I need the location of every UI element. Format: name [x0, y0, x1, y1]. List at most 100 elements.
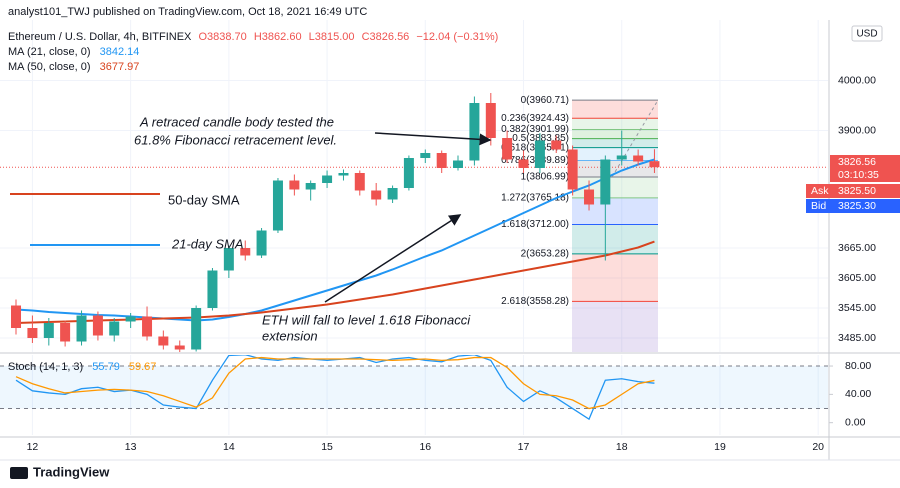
candle-body — [11, 305, 22, 328]
candle-body — [289, 180, 300, 190]
candle-body — [469, 103, 480, 161]
footer-brand[interactable]: TradingView — [33, 464, 110, 479]
symbol: Ethereum / U.S. Dollar, 4h, BITFINEX — [8, 31, 192, 43]
ohlc-low: L3815.00 — [309, 31, 355, 43]
ohlc-change: −12.04 (−0.31%) — [416, 31, 498, 43]
x-tick-label: 14 — [223, 441, 235, 453]
stoch-k-value: 55.79 — [92, 361, 120, 373]
currency: USD — [856, 29, 877, 40]
annotation-sma50: 50-day SMA — [168, 192, 240, 207]
ma21-value: 3842.14 — [100, 46, 140, 58]
stoch-k — [15, 355, 655, 421]
bid-tag — [806, 199, 900, 213]
ohlc-close: C3826.56 — [362, 31, 410, 43]
fib-label: 2.618(3558.28) — [501, 296, 569, 307]
stoch-d — [15, 356, 655, 410]
candle-body — [518, 159, 529, 168]
logo-mark[interactable] — [10, 467, 28, 479]
annotation-arrow — [324, 214, 462, 303]
candle-body — [272, 180, 283, 231]
y-tick-label: 4000.00 — [838, 74, 876, 86]
annotation: A retraced candle body tested the — [139, 114, 334, 129]
ask-label: Ask — [811, 185, 829, 197]
fib-label: 1(3806.99) — [521, 172, 569, 183]
candle-body — [76, 315, 87, 342]
x-tick-label: 15 — [321, 441, 333, 453]
fib-label: 2(3653.28) — [521, 249, 569, 260]
candle-body — [125, 316, 136, 322]
fib-label: 1.618(3712.00) — [501, 219, 569, 230]
candle-body — [436, 153, 447, 168]
candle-body — [649, 161, 660, 168]
candle-body — [616, 155, 627, 160]
annotation: 61.8% Fibonacci retracement level. — [134, 132, 337, 147]
candle-body — [256, 230, 267, 256]
fib-band — [572, 253, 658, 302]
ohlc-open: O3838.70 — [198, 31, 246, 43]
fib-band — [572, 147, 658, 161]
footer-logo[interactable]: TradingView — [10, 464, 110, 479]
stoch-d-value: 59.67 — [129, 361, 157, 373]
y-tick-label: 3665.00 — [838, 242, 876, 254]
x-tick-label: 16 — [419, 441, 431, 453]
candle-body — [207, 270, 218, 308]
x-tick-label: 12 — [27, 441, 39, 453]
fib-label: 0.382(3901.99) — [501, 124, 569, 135]
candle-body — [600, 159, 611, 205]
grid — [0, 20, 828, 435]
candle-body — [453, 160, 464, 168]
candle-body — [502, 138, 513, 160]
ask-tag — [806, 184, 900, 198]
candle-body — [338, 173, 349, 176]
y-tick-label: 3545.00 — [838, 302, 876, 314]
x-tick-label: 20 — [812, 441, 824, 453]
annotation: extension — [262, 328, 318, 343]
candle-body — [420, 153, 431, 158]
bid-value: 3825.30 — [838, 200, 876, 212]
ma-line — [15, 158, 655, 322]
stoch-legend: Stoch (14, 1, 3) 55.79 59.67 — [8, 361, 156, 373]
candle-body — [485, 103, 496, 138]
candle-body — [403, 158, 414, 188]
annotation-arrow — [374, 132, 492, 146]
annotation: ETH will fall to level 1.618 Fibonacci — [262, 312, 471, 327]
fib-band — [572, 138, 658, 148]
candle-body — [633, 155, 644, 162]
candle-body — [534, 140, 545, 168]
fib-band — [572, 129, 658, 139]
currency-badge[interactable] — [851, 25, 883, 42]
x-tick-label: 19 — [714, 441, 726, 453]
candle-body — [567, 149, 578, 190]
candle-body — [43, 323, 54, 338]
candle-body — [158, 336, 169, 346]
y-tick-label: 3605.00 — [838, 272, 876, 284]
fib-label: 1.272(3765.18) — [501, 193, 569, 204]
fib-band — [572, 224, 658, 254]
stoch-tick-label: 80.00 — [845, 360, 871, 372]
ma21-legend: MA (21, close, 0) 3842.14 — [8, 46, 139, 58]
fib-trend — [611, 99, 659, 178]
bid-label: Bid — [811, 200, 826, 212]
fib-label: 0.5(3883.85) — [512, 133, 569, 144]
fib-band — [572, 100, 658, 119]
countdown: 03:10:35 — [838, 169, 879, 181]
candle-body — [142, 316, 153, 337]
stoch-band — [0, 366, 828, 409]
fibonacci: 0(3960.71) 0.236(3924.43)0.382(3901.99)0.… — [501, 95, 659, 352]
ma50-value: 3677.97 — [100, 61, 140, 73]
price-tag — [830, 155, 900, 182]
x-tick-label: 17 — [518, 441, 530, 453]
candle-body — [60, 323, 71, 342]
y-tick-label: 3900.00 — [838, 124, 876, 136]
stoch-tick-label: 0.00 — [845, 416, 866, 428]
candle-body — [109, 321, 120, 336]
fib-label: 0.236(3924.43) — [501, 113, 569, 124]
price-pane — [0, 93, 828, 352]
stoch-tick-label: 40.00 — [845, 388, 871, 400]
ask-value: 3825.50 — [838, 185, 876, 197]
candle-body — [27, 328, 38, 338]
fib-label: 0(3960.71) — [521, 95, 569, 106]
candle-body — [174, 345, 185, 350]
y-tick-label: 3485.00 — [838, 332, 876, 344]
candle-body — [322, 175, 333, 183]
